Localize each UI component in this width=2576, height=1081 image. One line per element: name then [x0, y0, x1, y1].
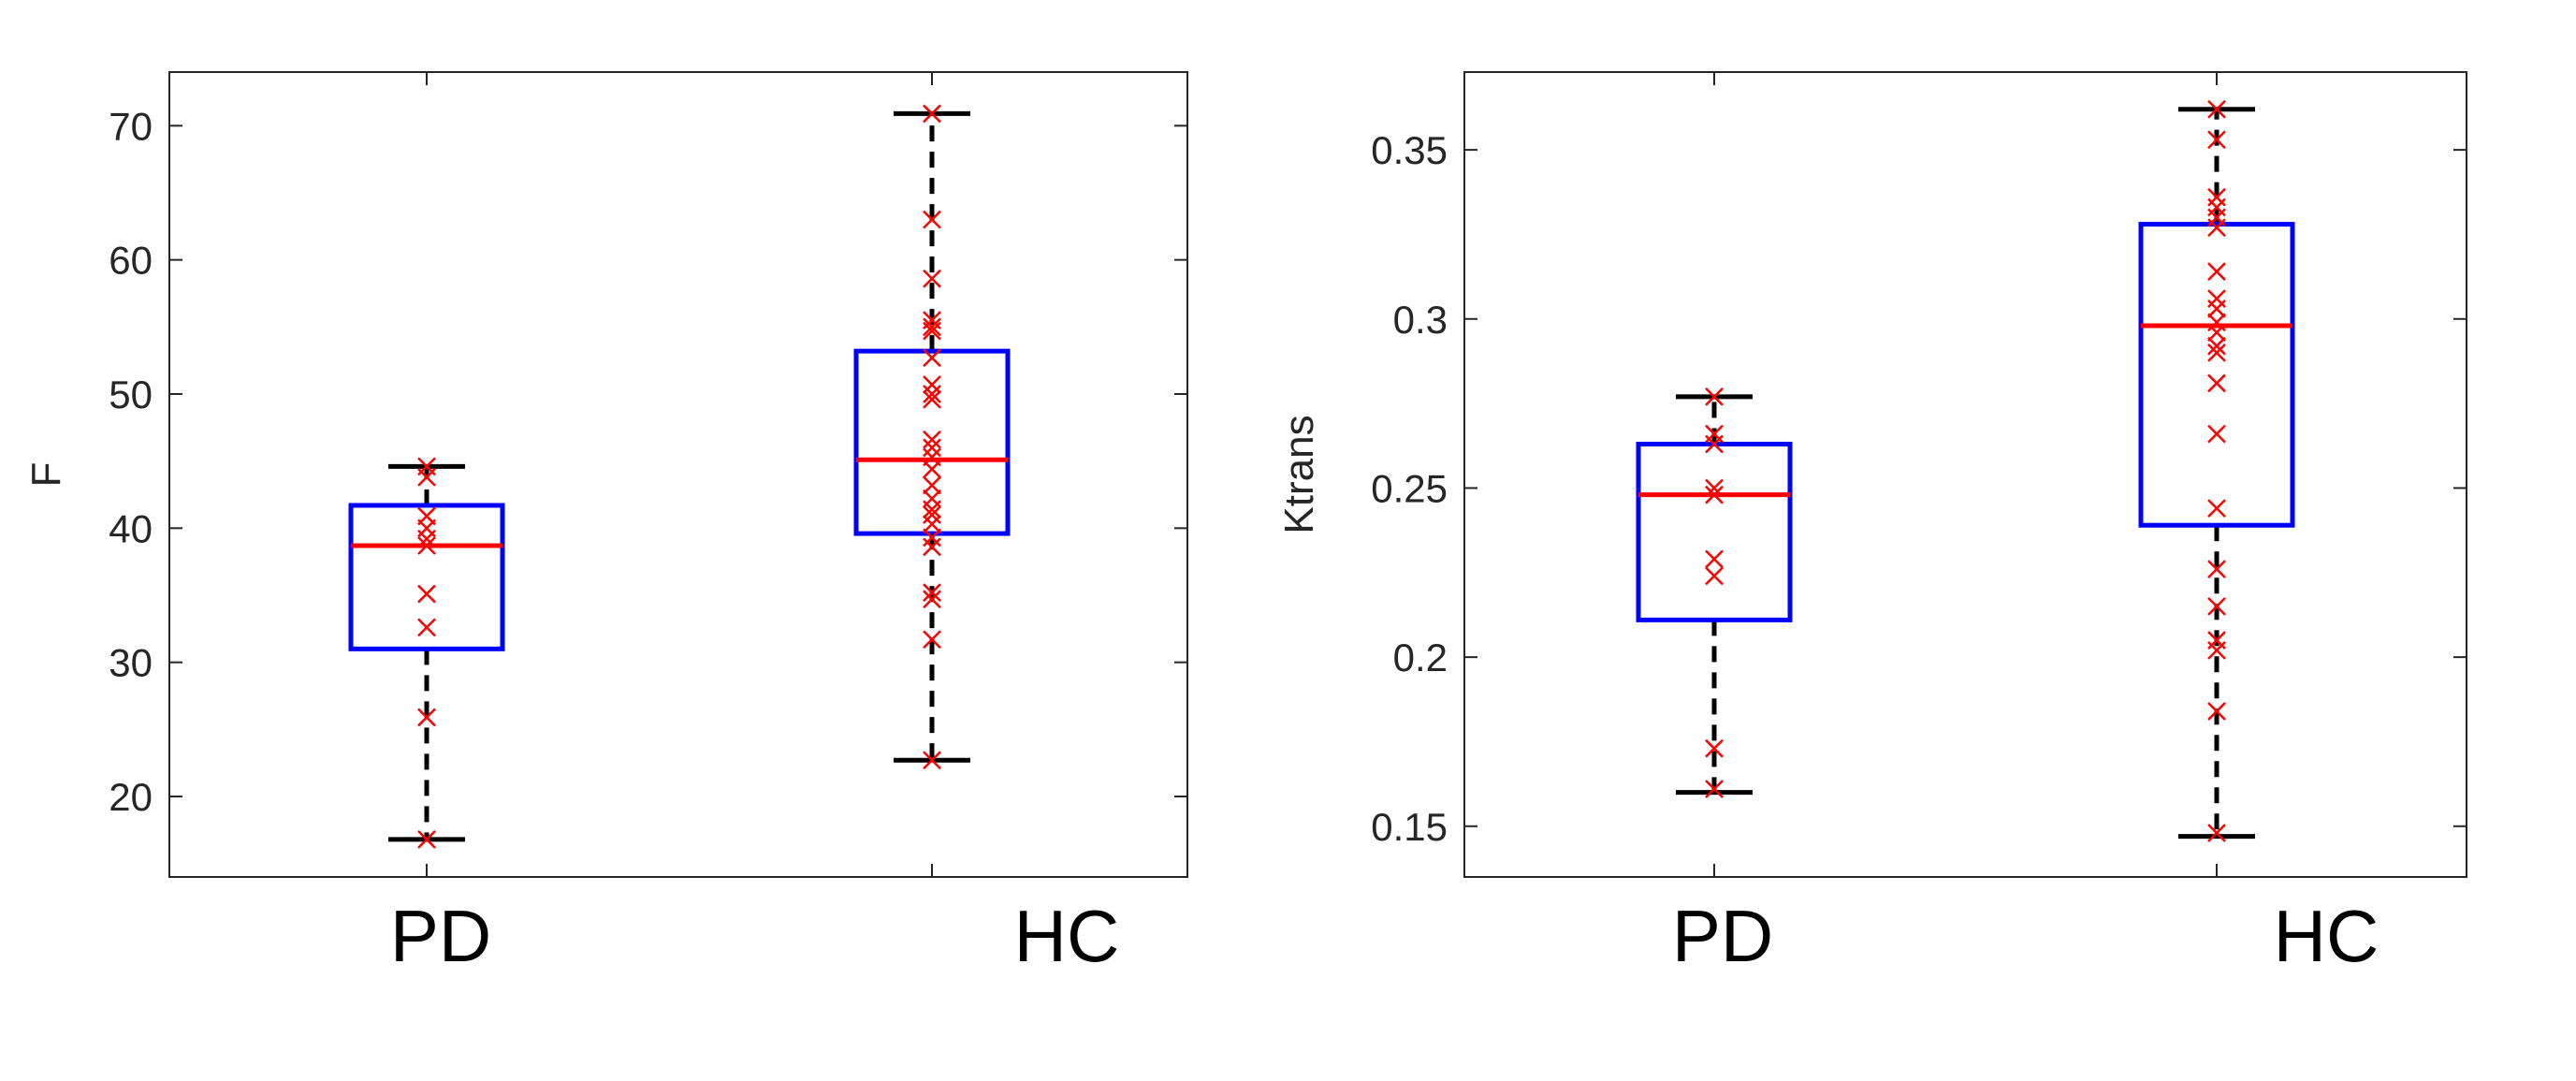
data-point	[2207, 424, 2226, 444]
data-point	[923, 528, 941, 548]
data-point	[923, 590, 941, 609]
data-point	[2207, 824, 2226, 842]
y-axis-label: Ktrans	[1276, 415, 1322, 533]
y-tick-label: 60	[109, 239, 153, 283]
x-category-label: PD	[390, 895, 491, 977]
iqr-box	[1636, 441, 1793, 622]
data-point	[2207, 336, 2226, 356]
y-tick-label: 0.2	[1393, 635, 1448, 679]
data-point	[2207, 560, 2226, 579]
data-point	[2207, 262, 2226, 282]
box-pd	[1636, 387, 1793, 798]
y-axis-label: F	[23, 462, 69, 488]
data-point	[2207, 499, 2226, 519]
data-point	[417, 708, 436, 727]
data-point	[923, 210, 941, 229]
data-point	[2207, 130, 2226, 150]
iqr-box	[2138, 222, 2295, 528]
data-point	[923, 630, 941, 650]
box-hc	[2138, 99, 2295, 842]
data-point	[2207, 218, 2226, 238]
data-point	[417, 536, 436, 555]
box-pd	[348, 457, 505, 849]
data-point	[2207, 702, 2226, 721]
data-point	[2207, 323, 2226, 343]
data-point	[923, 389, 941, 409]
data-point	[2207, 99, 2226, 119]
y-tick-label: 40	[109, 506, 153, 550]
data-point	[2207, 597, 2226, 616]
data-point	[923, 751, 941, 770]
data-point	[1705, 485, 1724, 504]
data-point	[417, 829, 436, 849]
data-point	[923, 500, 941, 519]
x-category-label: PD	[1672, 895, 1773, 977]
data-point	[923, 583, 941, 603]
chart-panel-f: 20 30 40 50 60 70 PD HC F	[23, 71, 1188, 977]
x-category-label: HC	[2274, 895, 2380, 977]
data-point	[1705, 387, 1724, 406]
x-category-label: HC	[1014, 895, 1120, 977]
iqr-box	[348, 503, 505, 651]
data-point	[2207, 373, 2226, 393]
data-point	[923, 537, 941, 557]
data-point	[1705, 738, 1724, 758]
data-point	[923, 438, 941, 458]
data-point	[923, 104, 941, 124]
y-tick-label: 0.3	[1393, 298, 1448, 342]
data-point	[923, 317, 941, 337]
data-point	[923, 515, 941, 533]
data-point	[417, 529, 436, 548]
box-hc	[853, 104, 1011, 770]
chart-panel-ktrans: 0.15 0.2 0.25 0.3 0.35 PD HC Ktrans	[1276, 71, 2467, 977]
data-point	[923, 375, 941, 394]
data-point	[417, 618, 436, 637]
data-point	[923, 269, 941, 288]
data-point	[2207, 299, 2226, 318]
plot-frame	[1463, 71, 2467, 878]
y-tick-label: 0.35	[1371, 128, 1448, 172]
data-point	[923, 430, 941, 449]
data-point	[923, 385, 941, 403]
data-point	[2207, 641, 2226, 660]
data-point	[1705, 549, 1724, 569]
data-point	[1705, 478, 1724, 498]
iqr-box	[853, 348, 1011, 536]
data-point	[923, 321, 941, 341]
y-tick-label: 20	[109, 775, 153, 819]
data-point	[923, 475, 941, 495]
data-point	[1705, 780, 1724, 798]
data-point	[923, 348, 941, 368]
data-point	[417, 584, 436, 604]
data-point	[417, 467, 436, 487]
y-tick-label: 50	[109, 373, 153, 416]
data-point	[2207, 343, 2226, 362]
plot-frame	[168, 71, 1188, 878]
y-tick-label: 0.25	[1371, 466, 1448, 510]
data-point	[923, 505, 941, 524]
y-tick-label: 30	[109, 641, 153, 685]
data-point	[1705, 434, 1724, 454]
y-tick-label: 70	[109, 104, 153, 148]
data-point	[923, 460, 941, 479]
y-tick-label: 0.15	[1371, 805, 1448, 849]
data-point	[1705, 566, 1724, 586]
